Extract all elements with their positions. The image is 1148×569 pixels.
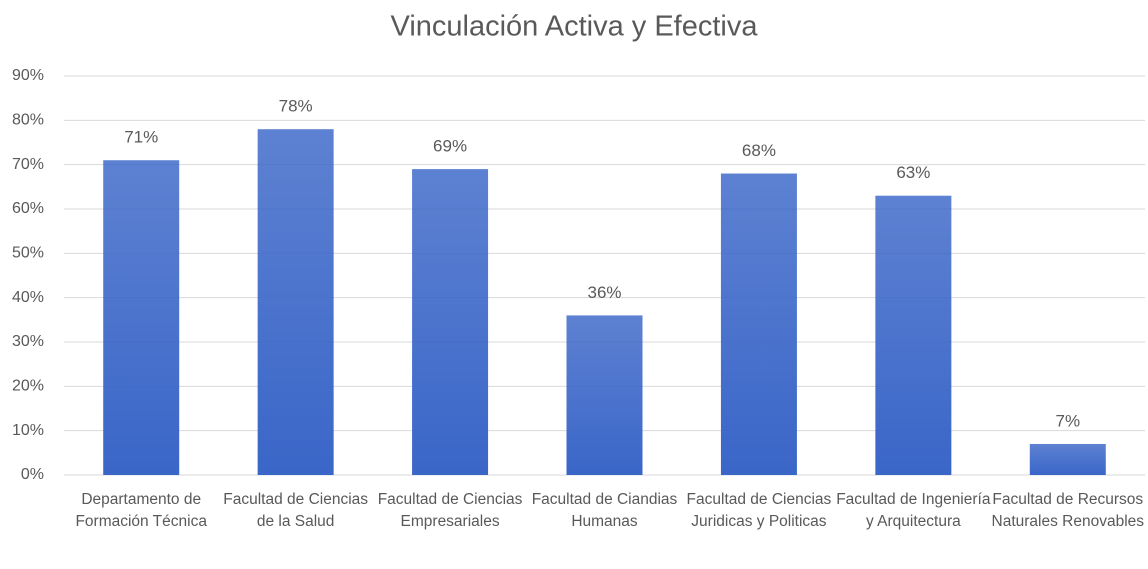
bar	[1029, 443, 1106, 475]
x-tick-label: Facultad de Recursos Naturales Renovable…	[991, 491, 1145, 530]
y-tick-label: 70%	[12, 156, 44, 173]
bar	[566, 315, 643, 475]
chart-title: Vinculación Activa y Efectiva	[391, 11, 759, 43]
bar	[720, 173, 797, 476]
data-label: 63%	[896, 163, 930, 182]
x-tick-label: Facultad de Ciencias de la Salud	[223, 491, 369, 530]
data-label: 71%	[124, 128, 158, 147]
y-tick-label: 0%	[21, 466, 44, 483]
bar	[412, 169, 489, 475]
data-label: 69%	[433, 137, 467, 156]
data-label: 68%	[742, 141, 776, 160]
data-label: 78%	[279, 97, 313, 116]
bar	[257, 129, 334, 475]
y-tick-label: 10%	[12, 422, 44, 439]
y-tick-label: 20%	[12, 378, 44, 395]
y-tick-label: 30%	[12, 333, 44, 350]
y-tick-label: 60%	[12, 200, 44, 217]
data-label: 36%	[587, 283, 621, 302]
data-label: 7%	[1055, 411, 1080, 430]
y-tick-label: 40%	[12, 289, 44, 306]
bar	[875, 195, 952, 475]
bar	[103, 160, 180, 475]
y-tick-label: 50%	[12, 245, 44, 262]
x-tick-label: Facultad de Ingeniería y Arquitectura	[836, 491, 991, 530]
x-tick-label: Departamento de Formación Técnica	[75, 491, 207, 530]
x-tick-label: Facultad de Ciencias Empresariales	[377, 491, 523, 530]
x-tick-label: Facultad de Ciencias Juridicas y Politic…	[686, 491, 832, 530]
y-tick-label: 90%	[12, 67, 44, 84]
y-tick-label: 80%	[12, 112, 44, 129]
x-tick-label: Facultad de Ciandias Humanas	[531, 491, 678, 530]
